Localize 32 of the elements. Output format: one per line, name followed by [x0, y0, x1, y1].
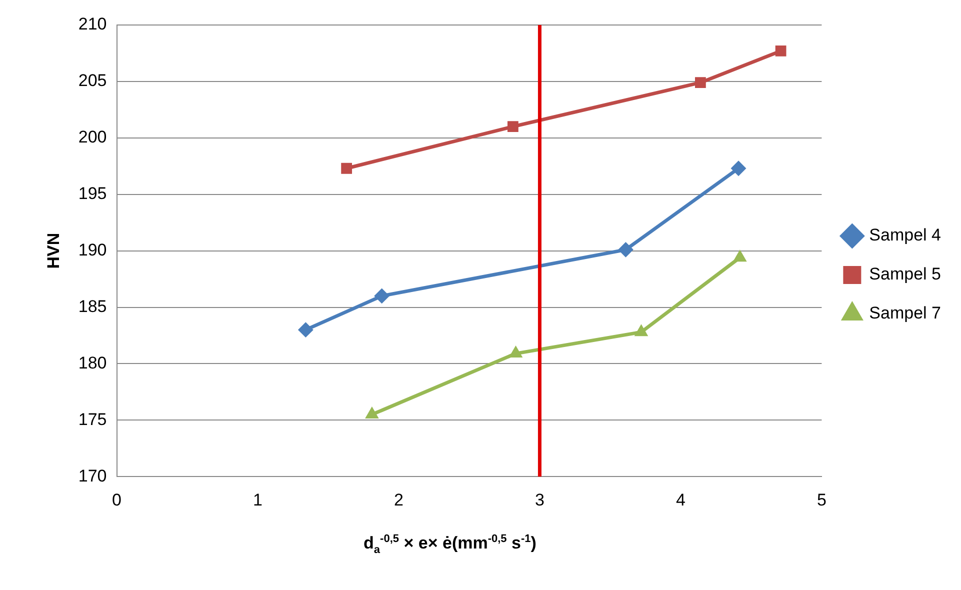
point	[341, 162, 352, 174]
point	[733, 250, 746, 262]
x-tick-label: 2	[394, 490, 404, 510]
legend-label: Sampel 5	[869, 264, 942, 284]
y-tick-label: 200	[78, 128, 107, 147]
y-tick-label: 190	[78, 240, 107, 260]
point	[634, 324, 648, 336]
point	[365, 407, 379, 419]
point	[731, 160, 746, 176]
point	[775, 46, 786, 56]
point	[509, 346, 522, 358]
y-axis-title: HVN	[44, 232, 63, 269]
y-tick-label: 170	[78, 466, 107, 486]
point	[298, 322, 314, 338]
x-tick-label: 5	[816, 490, 826, 510]
legend-label: Sampel 7	[869, 304, 942, 323]
y-tick-label: 175	[78, 410, 107, 429]
x-axis-title: d$_{a}$$^{-0,5}$ × e× ė(mm$^{-0,5}$ s$^{-1}$)	[362, 533, 538, 556]
x-tick-label: 0	[112, 490, 122, 510]
y-tick-label: 185	[78, 296, 107, 316]
x-tick-label: 3	[534, 490, 544, 510]
y-tick-label: 205	[78, 71, 107, 90]
y-tick-label: 195	[78, 184, 107, 204]
x-tick-label: 1	[253, 490, 262, 510]
point	[507, 121, 518, 132]
point	[374, 288, 390, 304]
legend-label: Sampel 4	[869, 226, 942, 245]
y-tick-label: 210	[78, 14, 107, 34]
point	[694, 77, 706, 88]
x-tick-label: 4	[676, 490, 686, 510]
y-tick-label: 180	[78, 353, 107, 372]
point	[618, 242, 634, 258]
